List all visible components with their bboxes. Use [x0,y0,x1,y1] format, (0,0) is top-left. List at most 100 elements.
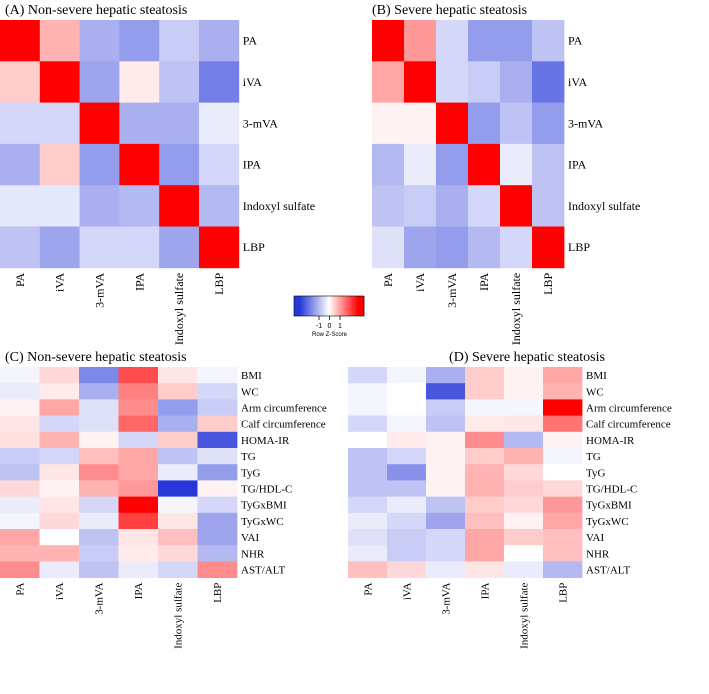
heatmap-cell [348,496,388,514]
heatmap-cell [39,431,80,449]
heatmap-cell [468,102,501,145]
row-label: Indoxyl sulfate [568,199,640,213]
column-label: PA [363,583,375,596]
color-key-step [301,296,303,316]
heatmap-cell [79,545,119,562]
heatmap-cell [79,399,119,416]
color-key-step [354,296,356,316]
heatmap-cell [543,415,583,433]
heatmap-cell [159,185,200,227]
heatmap-cell [387,367,427,384]
heatmap-cell [468,226,501,269]
heatmap-cell [79,480,119,497]
heatmap-cell [0,448,40,465]
heatmap-cell [387,383,427,400]
heatmap-cell [348,448,388,465]
heatmap-cell [372,20,405,62]
color-key-step [314,296,316,316]
heatmap-cell [543,480,583,497]
heatmap-cell [79,383,119,400]
heatmap-cell [199,20,240,62]
color-key-tick-neg: -1 [316,323,322,330]
heatmap-cell [39,226,80,269]
color-key-step [305,296,307,316]
heatmap-cell [197,399,238,416]
heatmap-cell [0,367,40,384]
heatmap-cell [158,415,198,433]
heatmap-cell [426,496,466,514]
color-key-step [321,296,323,316]
row-label: IPA [243,158,262,172]
column-label: IPA [477,272,491,291]
row-label: Calf circumference [586,419,671,431]
heatmap-cell [348,415,388,433]
color-key-step [310,296,312,316]
column-label: Indoxyl sulfate [172,273,186,345]
heatmap-cell [79,415,119,433]
heatmap-cell [348,561,388,578]
heatmap-cell [159,20,200,62]
color-key-step [332,296,334,316]
row-label: iVA [243,75,262,89]
color-key-step [347,296,349,316]
column-label: 3-mVA [445,272,459,307]
heatmap-cell [426,464,466,481]
color-key-step [353,296,355,316]
row-label: PA [243,34,258,48]
heatmap-cell [532,143,565,186]
heatmap-cell [158,448,198,465]
heatmap-cell [197,464,238,481]
heatmap-cell [543,545,583,562]
heatmap-cell [0,383,40,400]
color-key-step [329,296,331,316]
color-key-step [322,296,324,316]
heatmap-cell [387,399,427,416]
heatmap-cell [348,464,388,481]
heatmap-cell [387,529,427,546]
heatmap-cell [118,512,159,530]
heatmap-cell [118,561,159,578]
heatmap-cell [426,415,466,433]
heatmap-cell [348,512,388,530]
heatmap-cell [39,529,80,546]
heatmap-cell [348,367,388,384]
heatmap-cell [39,143,80,186]
heatmap-cell [39,448,80,465]
heatmap-cell [197,545,238,562]
color-key-step [351,296,353,316]
heatmap-cell [39,480,80,497]
row-label: TyGxWC [586,516,629,528]
column-label: IPA [132,272,146,291]
panel-b-heatmap: (B) Severe hepatic steatosis PA iVA 3-mVA IP… [372,3,640,345]
heatmap-cell [118,399,159,416]
row-label: Arm circumference [241,403,327,415]
color-key-step [336,296,338,316]
heatmap-cell [0,20,41,62]
heatmap-cell [197,496,238,514]
color-key-step [317,296,319,316]
row-label: TyGxWC [241,516,284,528]
heatmap-cell [465,512,505,530]
heatmap-cell [119,185,160,227]
heatmap-cell [158,561,198,578]
column-label: IPA [480,583,492,600]
heatmap-cell [387,480,427,497]
heatmap-cell [39,561,80,578]
heatmap-cell [79,561,119,578]
row-label: Arm circumference [586,403,672,415]
heatmap-cell [500,102,533,145]
heatmap-cell [0,226,41,269]
heatmap-cell [197,367,238,384]
heatmap-cell [79,102,120,145]
heatmap-cell [0,61,41,103]
heatmap-cell [0,431,40,449]
heatmap-cell [119,61,160,103]
heatmap-cell [39,399,80,416]
heatmap-cell [197,448,238,465]
heatmap-cell [465,448,505,465]
color-key-label: Row Z-Score [312,332,348,338]
heatmap-cell [0,545,40,562]
row-label: NHR [586,548,610,560]
heatmap-cell [197,512,238,530]
column-label: LBP [212,583,224,603]
